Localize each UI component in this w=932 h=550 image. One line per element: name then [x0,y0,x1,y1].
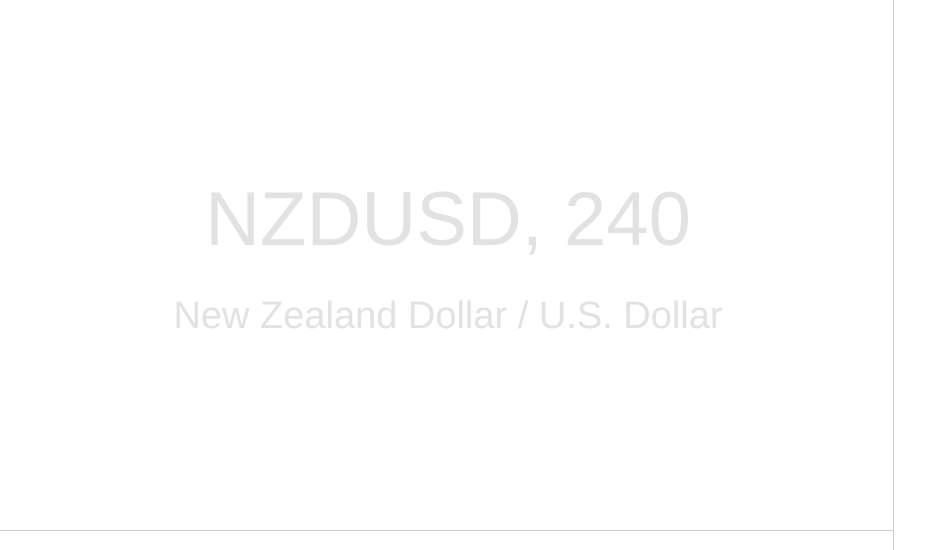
symbol-watermark: NZDUSD, 240 [205,177,691,262]
description-watermark: New Zealand Dollar / U.S. Dollar [173,295,722,337]
